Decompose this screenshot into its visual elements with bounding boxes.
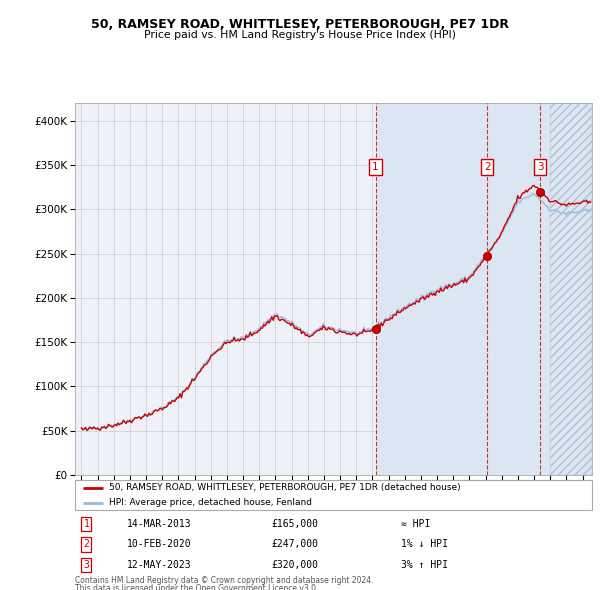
FancyBboxPatch shape <box>75 480 592 510</box>
Text: ≈ HPI: ≈ HPI <box>401 519 430 529</box>
Text: 1: 1 <box>373 162 379 172</box>
Bar <box>550 103 592 475</box>
Text: 1: 1 <box>83 519 89 529</box>
Text: HPI: Average price, detached house, Fenland: HPI: Average price, detached house, Fenl… <box>109 499 311 507</box>
Text: Contains HM Land Registry data © Crown copyright and database right 2024.: Contains HM Land Registry data © Crown c… <box>75 576 373 585</box>
Text: 3: 3 <box>83 560 89 570</box>
Text: 2: 2 <box>484 162 490 172</box>
Bar <box>376 103 592 475</box>
Text: 1% ↓ HPI: 1% ↓ HPI <box>401 539 448 549</box>
Text: 12-MAY-2023: 12-MAY-2023 <box>127 560 191 570</box>
Text: £320,000: £320,000 <box>272 560 319 570</box>
Text: 50, RAMSEY ROAD, WHITTLESEY, PETERBOROUGH, PE7 1DR: 50, RAMSEY ROAD, WHITTLESEY, PETERBOROUG… <box>91 18 509 31</box>
Text: This data is licensed under the Open Government Licence v3.0.: This data is licensed under the Open Gov… <box>75 584 319 590</box>
Text: £165,000: £165,000 <box>272 519 319 529</box>
Text: 3% ↑ HPI: 3% ↑ HPI <box>401 560 448 570</box>
Text: 2: 2 <box>83 539 89 549</box>
Text: 3: 3 <box>536 162 544 172</box>
Text: 50, RAMSEY ROAD, WHITTLESEY, PETERBOROUGH, PE7 1DR (detached house): 50, RAMSEY ROAD, WHITTLESEY, PETERBOROUG… <box>109 483 460 493</box>
Text: £247,000: £247,000 <box>272 539 319 549</box>
Text: Price paid vs. HM Land Registry's House Price Index (HPI): Price paid vs. HM Land Registry's House … <box>144 30 456 40</box>
Text: 10-FEB-2020: 10-FEB-2020 <box>127 539 191 549</box>
Text: 14-MAR-2013: 14-MAR-2013 <box>127 519 191 529</box>
